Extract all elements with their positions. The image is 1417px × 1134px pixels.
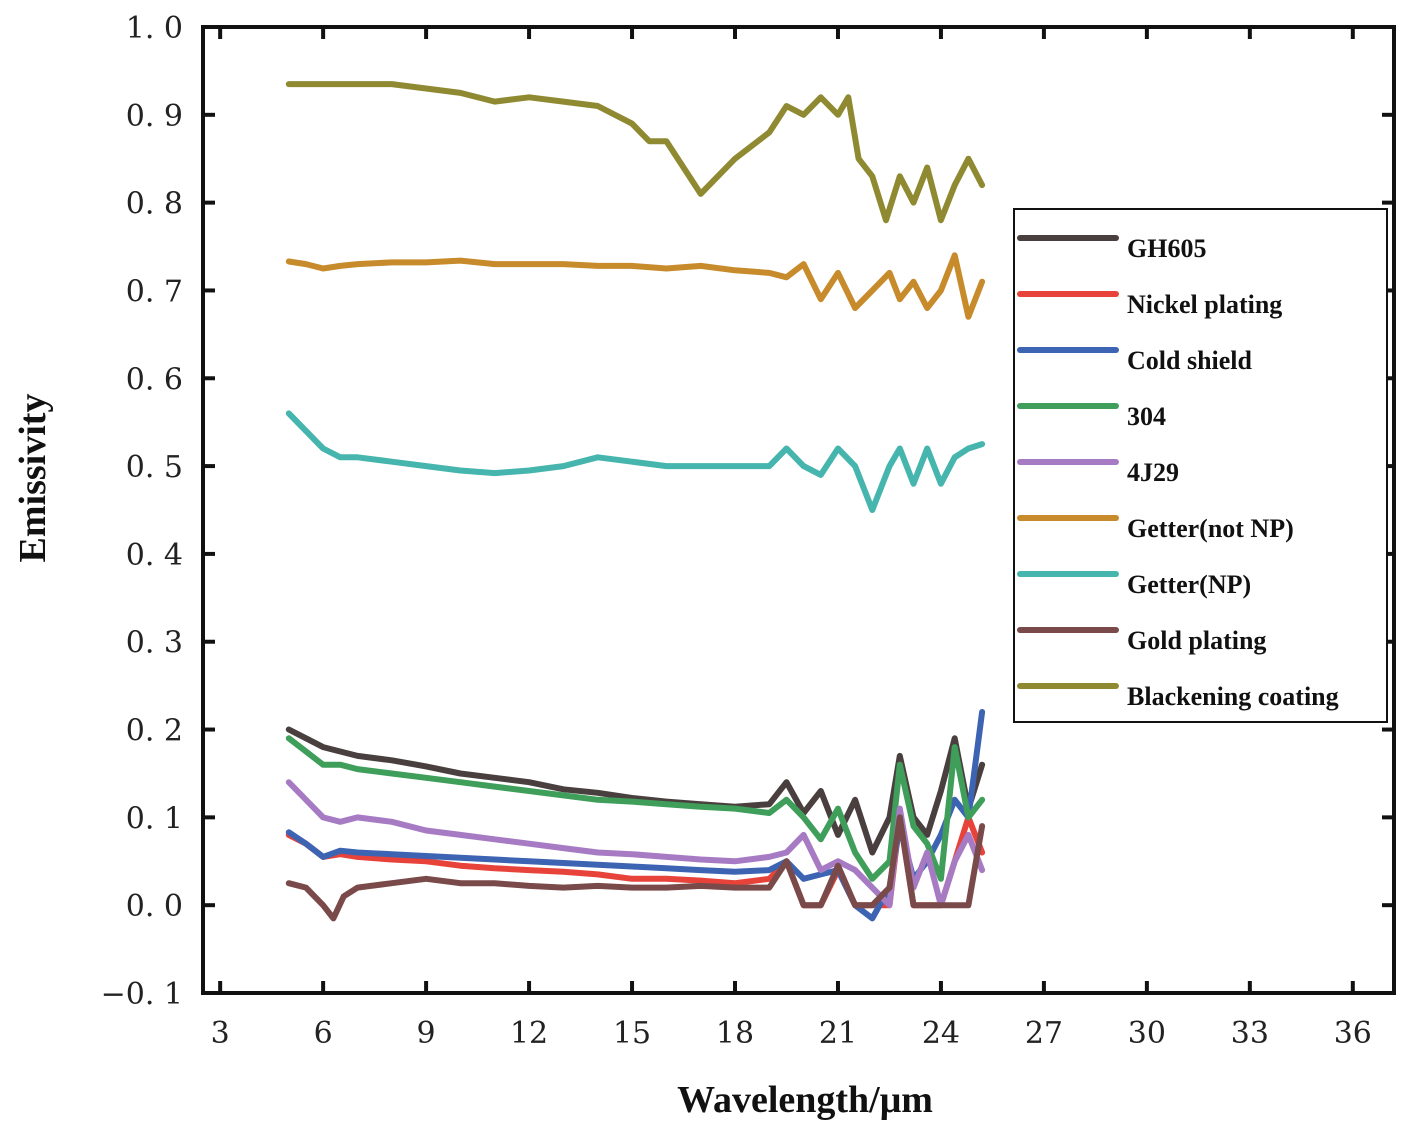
ticks-layer: 3 6 9 12 15 18 21 24 27 30 33 36−0. 10. 00. 10. 20.…: [101, 11, 1394, 1051]
y-tick-label: 0. 4: [126, 538, 183, 573]
series-layer: [285, 81, 986, 922]
series-line-304: [285, 735, 986, 882]
y-tick-label: 0. 0: [126, 889, 183, 924]
series-line-blackening-coating: [285, 81, 986, 224]
x-tick-label: 36: [1334, 1016, 1372, 1051]
x-tick-label: 21: [819, 1016, 857, 1051]
x-tick-label: 9: [417, 1016, 436, 1051]
y-tick-label: 0. 7: [126, 274, 183, 309]
legend-label-nickel-plating: Nickel plating: [1127, 290, 1282, 319]
y-tick-label: 0. 9: [126, 99, 183, 134]
series-line-getter-np: [285, 410, 986, 513]
legend-label-304: 304: [1127, 402, 1166, 431]
series-line-getter-not-np: [285, 252, 986, 320]
legend-label-getter-not-np: Getter(not NP): [1127, 514, 1294, 543]
x-tick-label: 6: [314, 1016, 333, 1051]
x-tick-label: 12: [510, 1016, 548, 1051]
y-tick-label: 1. 0: [126, 11, 183, 46]
legend-label-getter-np: Getter(NP): [1127, 570, 1251, 599]
y-tick-label: 0. 1: [126, 801, 183, 836]
y-tick-label: −0. 1: [101, 977, 183, 1012]
y-axis-title: Emissivity: [12, 394, 54, 563]
series-line-gold-plating: [285, 814, 986, 922]
y-tick-label: 0. 2: [126, 714, 183, 749]
series-line-gh605: [285, 726, 986, 856]
x-tick-label: 30: [1128, 1016, 1166, 1051]
x-tick-label: 3: [211, 1016, 230, 1051]
x-tick-label: 15: [613, 1016, 651, 1051]
legend: GH605 Nickel plating Cold shield 304 4J29 Get…: [1013, 208, 1388, 723]
x-tick-label: 18: [716, 1016, 754, 1051]
y-tick-label: 0. 5: [126, 450, 183, 485]
x-axis-title: Wavelength/μm: [677, 1079, 933, 1121]
x-tick-label: 33: [1231, 1016, 1269, 1051]
x-tick-label: 24: [922, 1016, 960, 1051]
legend-label-gh605: GH605: [1127, 234, 1206, 263]
x-tick-label: 27: [1025, 1016, 1063, 1051]
legend-label-cold-shield: Cold shield: [1127, 346, 1253, 375]
legend-label-gold-plating: Gold plating: [1127, 626, 1266, 655]
y-tick-label: 0. 6: [126, 362, 183, 397]
legend-label-4j29: 4J29: [1127, 458, 1179, 487]
plot-frame: [201, 25, 1396, 995]
legend-label-blackening-coating: Blackening coating: [1127, 682, 1339, 711]
y-tick-label: 0. 8: [126, 187, 183, 222]
y-tick-label: 0. 3: [126, 626, 183, 661]
